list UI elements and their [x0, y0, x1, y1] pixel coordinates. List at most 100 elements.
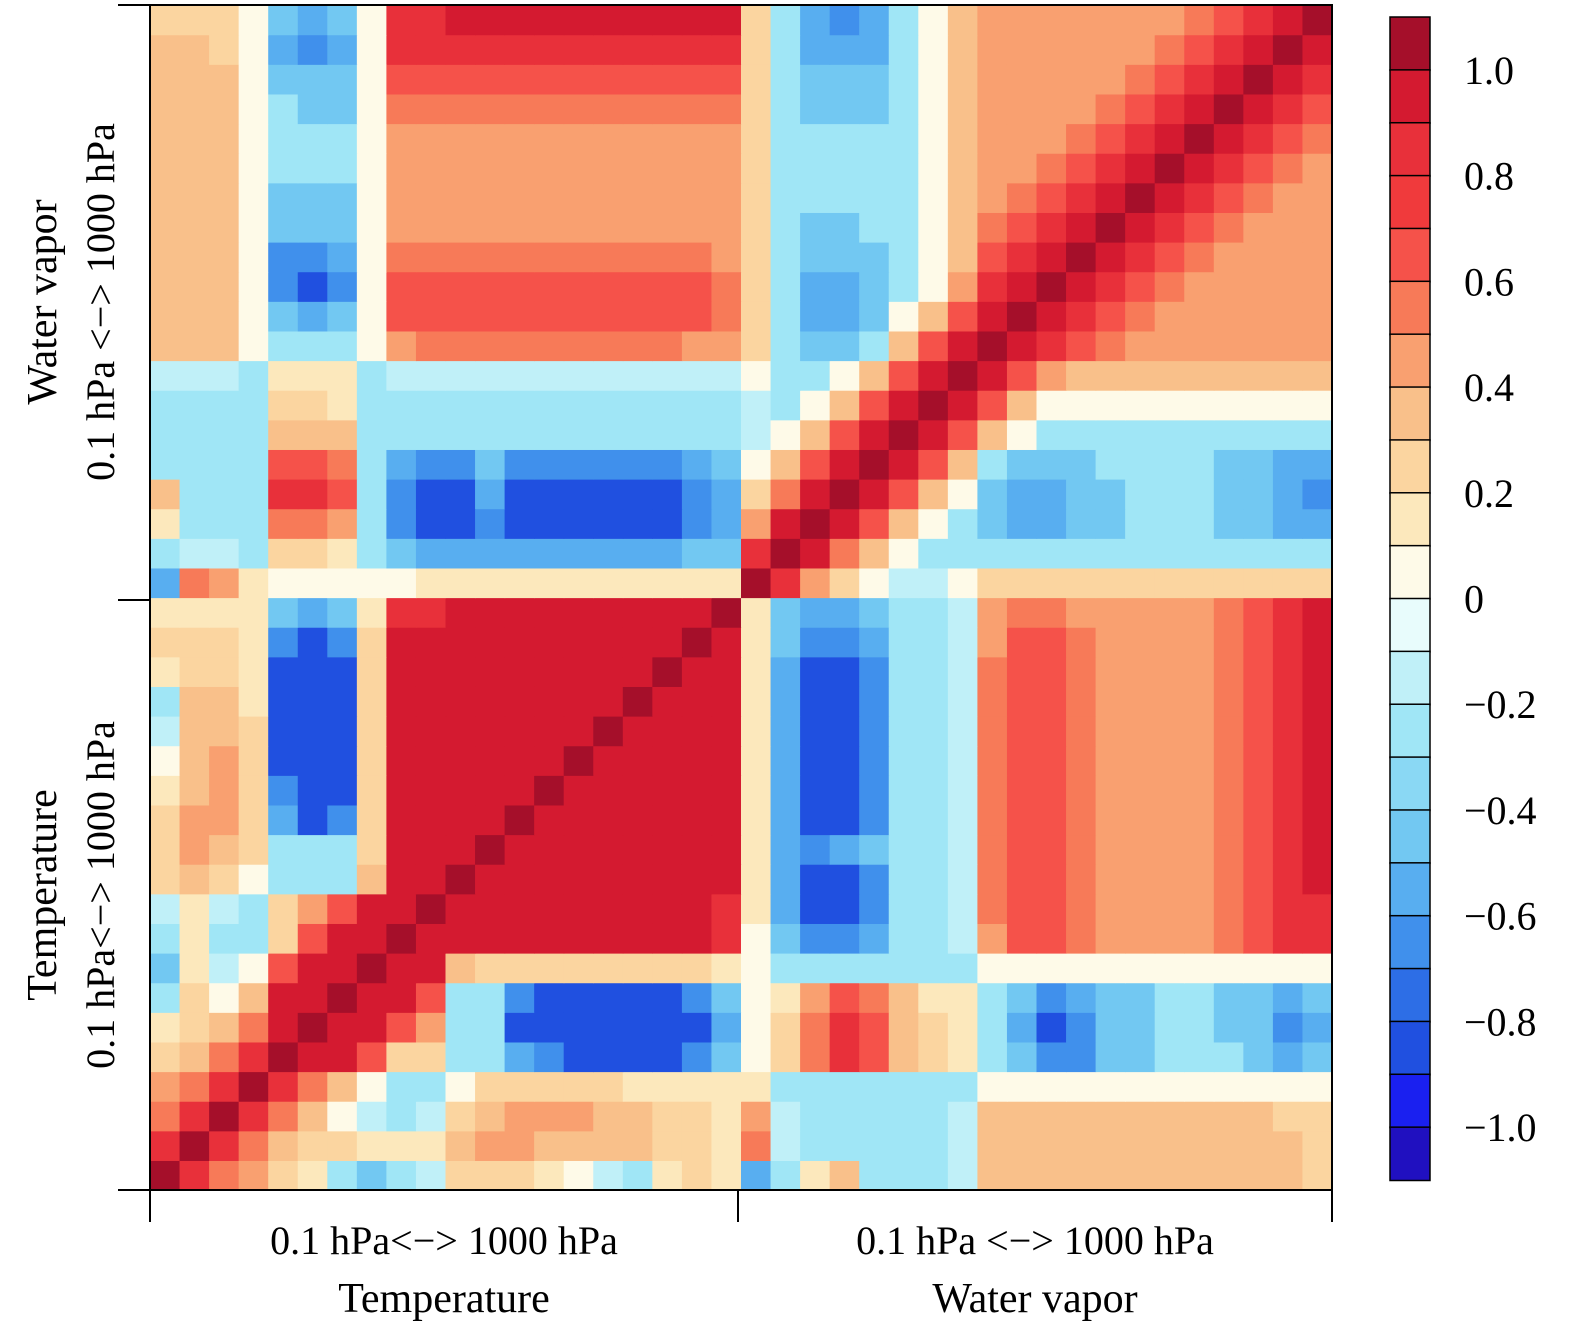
heatmap-cell: [1125, 242, 1156, 273]
heatmap-cell: [800, 93, 831, 125]
heatmap-cell: [504, 686, 535, 717]
heatmap-cell: [977, 330, 1008, 362]
heatmap-cell: [475, 123, 506, 154]
heatmap-cell: [356, 775, 387, 806]
heatmap-cell: [918, 64, 949, 95]
heatmap-cell: [741, 1160, 772, 1191]
heatmap-cell: [1125, 982, 1156, 1013]
heatmap-cell: [1213, 982, 1244, 1013]
heatmap-cell: [268, 330, 299, 362]
heatmap-cell: [1036, 419, 1067, 450]
heatmap-cell: [179, 923, 210, 954]
heatmap-cell: [829, 182, 860, 213]
heatmap-cell: [1243, 686, 1274, 717]
heatmap-cell: [593, 449, 624, 480]
heatmap-cell: [770, 1130, 801, 1161]
heatmap-cell: [1125, 597, 1156, 628]
heatmap-cell: [741, 301, 772, 332]
heatmap-cell: [1006, 538, 1038, 569]
heatmap-cell: [445, 1130, 476, 1161]
heatmap-cell: [1066, 153, 1097, 184]
heatmap-cell: [977, 508, 1008, 539]
heatmap-cell: [593, 656, 624, 687]
heatmap-cell: [859, 686, 890, 717]
heatmap-cell: [652, 390, 683, 421]
heatmap-cell: [859, 390, 890, 421]
heatmap-cell: [888, 1012, 919, 1043]
heatmap-cell: [386, 508, 417, 539]
heatmap-cell: [1006, 567, 1038, 599]
heatmap-cell: [711, 1101, 742, 1132]
heatmap-cell: [1243, 212, 1274, 243]
heatmap-cell: [888, 834, 919, 865]
colorbar-tick-label: 0.6: [1464, 259, 1514, 304]
heatmap-cell: [563, 390, 594, 421]
heatmap-cell: [741, 212, 772, 243]
heatmap-cell: [356, 34, 387, 65]
heatmap-cell: [977, 153, 1008, 184]
heatmap-cell: [179, 390, 210, 421]
heatmap-cell: [741, 656, 772, 687]
heatmap-cell: [1066, 627, 1097, 658]
heatmap-cell: [977, 567, 1008, 599]
heatmap-cell: [297, 864, 328, 895]
heatmap-cell: [829, 1041, 860, 1073]
heatmap-cell: [593, 923, 624, 954]
heatmap-cell: [711, 1071, 742, 1102]
heatmap-cell: [563, 953, 594, 984]
heatmap-cell: [1243, 360, 1274, 391]
heatmap-cell: [534, 419, 565, 450]
heatmap-cell: [1243, 390, 1274, 421]
heatmap-cell: [977, 804, 1008, 836]
heatmap-cell: [415, 64, 447, 95]
heatmap-cell: [1184, 419, 1215, 450]
colorbar-segment: [1389, 914, 1431, 970]
heatmap-cell: [475, 1012, 506, 1043]
heatmap-cell: [770, 212, 801, 243]
heatmap-cell: [1154, 1071, 1185, 1102]
heatmap-cell: [593, 330, 624, 362]
heatmap-cell: [268, 1071, 299, 1102]
heatmap-cell: [711, 390, 742, 421]
colorbar-segment: [1389, 174, 1431, 230]
heatmap-cell: [297, 627, 328, 658]
heatmap-cell: [652, 182, 683, 213]
heatmap-cell: [1213, 1012, 1244, 1043]
heatmap-cell: [415, 182, 447, 213]
heatmap-cell: [1125, 775, 1156, 806]
heatmap-cell: [238, 242, 269, 273]
heatmap-cell: [150, 627, 181, 658]
heatmap-cell: [859, 153, 890, 184]
heatmap-cell: [800, 834, 831, 865]
heatmap-cell: [238, 508, 269, 539]
heatmap-cell: [1243, 301, 1274, 332]
heatmap-cell: [829, 508, 860, 539]
heatmap-cell: [800, 893, 831, 924]
heatmap-cell: [1302, 1071, 1333, 1102]
heatmap-cell: [1272, 419, 1304, 450]
heatmap-cell: [1125, 834, 1156, 865]
heatmap-cell: [593, 1101, 624, 1132]
heatmap-cell: [918, 716, 949, 747]
heatmap-cell: [327, 982, 358, 1013]
heatmap-cell: [504, 330, 535, 362]
heatmap-cell: [770, 449, 801, 480]
heatmap-cell: [1095, 34, 1126, 65]
heatmap-cell: [1272, 627, 1304, 658]
heatmap-cell: [947, 123, 978, 154]
heatmap-cell: [859, 212, 890, 243]
heatmap-cell: [1272, 301, 1304, 332]
heatmap-cell: [770, 330, 801, 362]
heatmap-cell: [977, 775, 1008, 806]
heatmap-cell: [150, 923, 181, 954]
heatmap-cell: [741, 567, 772, 599]
heatmap-cell: [238, 627, 269, 658]
heatmap-cell: [1036, 538, 1067, 569]
heatmap-cell: [681, 893, 713, 924]
heatmap-cell: [1066, 1160, 1097, 1191]
heatmap-cell: [1036, 1130, 1067, 1161]
heatmap-cell: [1125, 64, 1156, 95]
heatmap-cell: [1095, 390, 1126, 421]
heatmap-cell: [622, 508, 653, 539]
heatmap-cell: [445, 864, 476, 895]
